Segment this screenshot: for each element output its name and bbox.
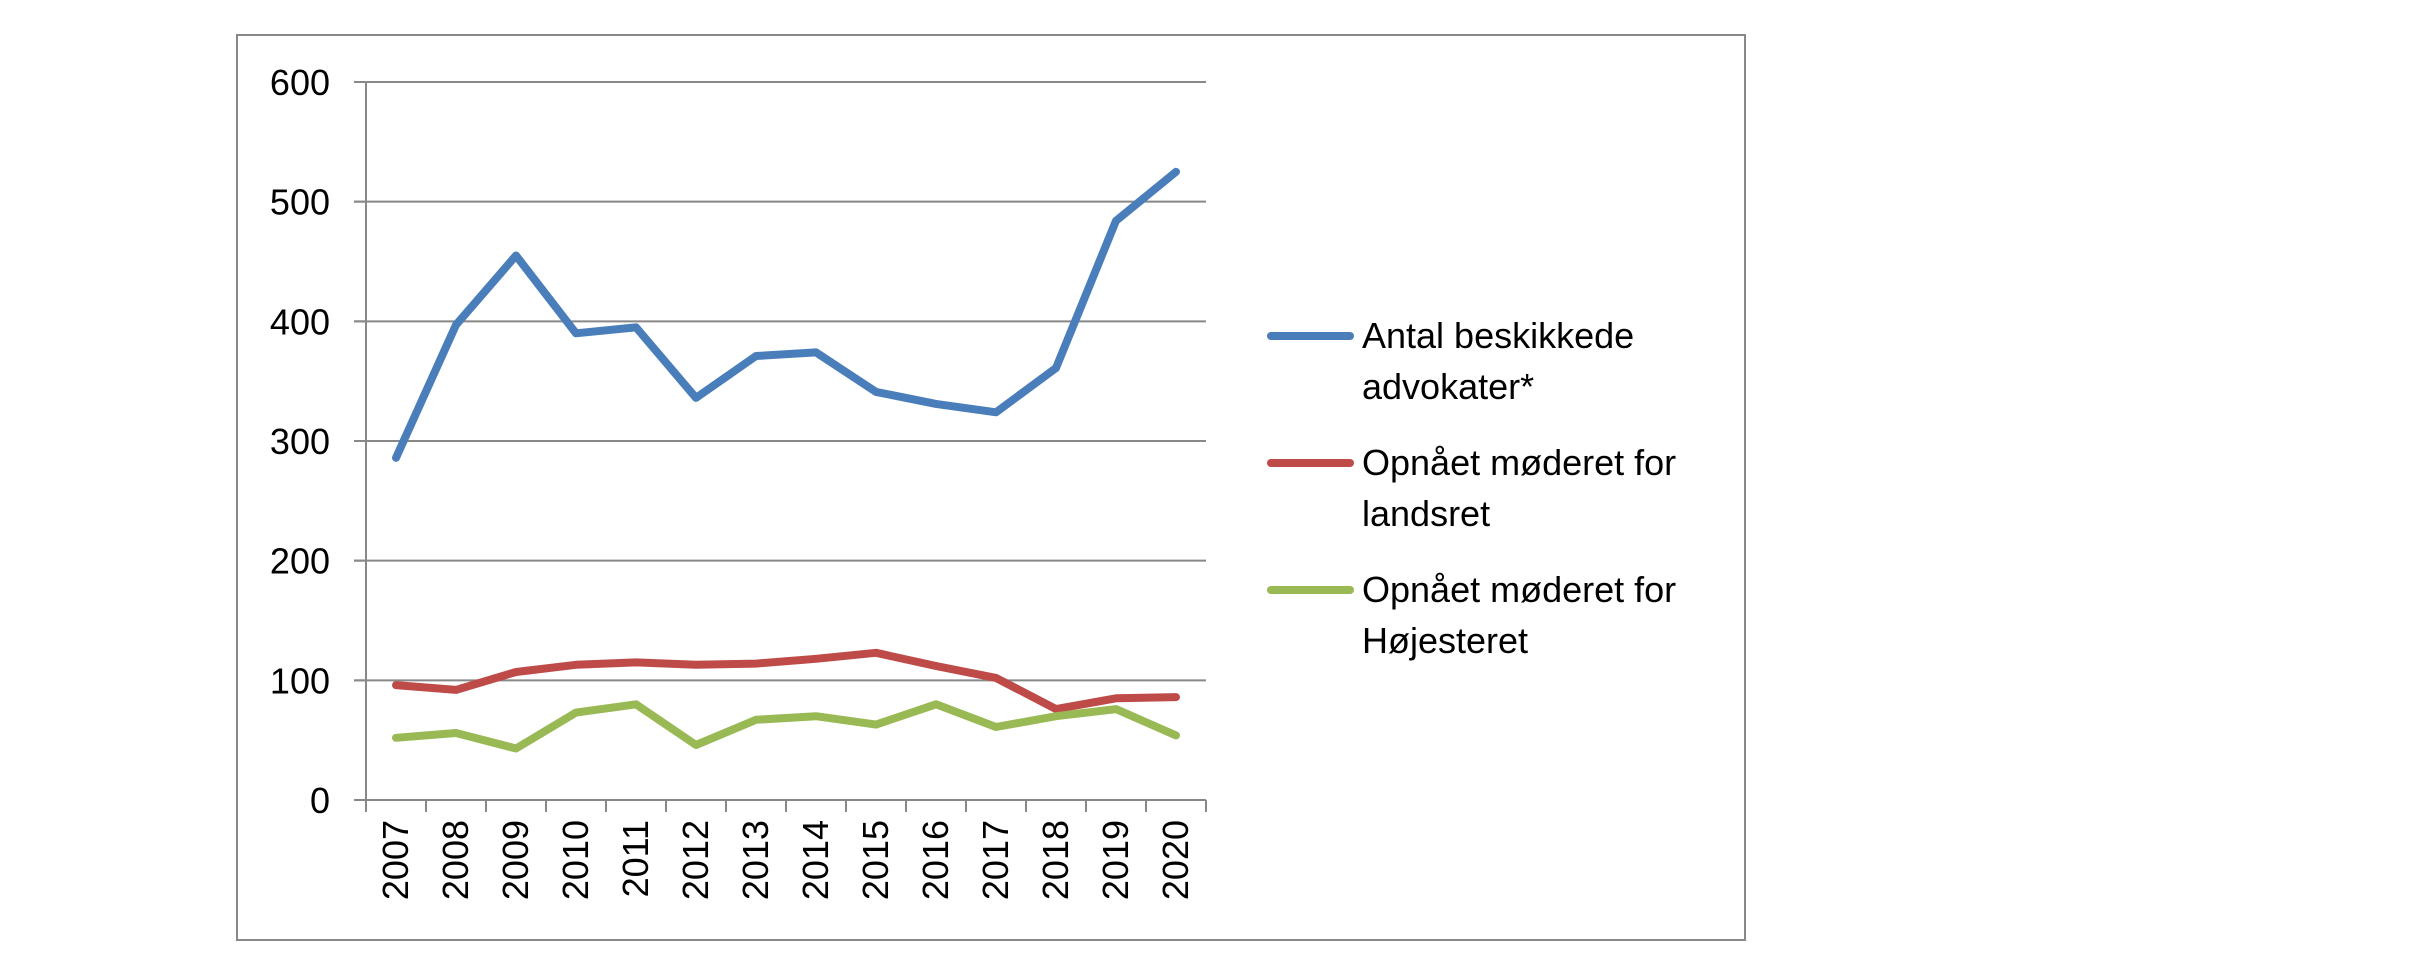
series-line-3 (392, 700, 1180, 753)
legend-label: Antal beskikkede (1362, 315, 1634, 356)
series-line-2 (392, 648, 1180, 714)
y-tick-label: 100 (270, 660, 330, 701)
x-tick-label: 2007 (375, 820, 416, 900)
legend: Antal beskikkede advokater* Opnået møderet… (1267, 315, 1676, 661)
axes (354, 81, 1207, 812)
y-tick-label: 0 (310, 780, 330, 821)
x-tick-label: 2012 (675, 820, 716, 900)
x-tick-label: 2018 (1035, 820, 1076, 900)
y-tick-label: 600 (270, 62, 330, 103)
x-tick-label: 2020 (1155, 820, 1196, 900)
legend-label: advokater* (1362, 366, 1534, 407)
series-line-1 (392, 167, 1180, 462)
y-tick-label: 200 (270, 541, 330, 582)
x-tick-label: 2008 (435, 820, 476, 900)
legend-label: Opnået møderet for (1362, 569, 1676, 610)
gridlines (354, 81, 1206, 682)
legend-label: landsret (1362, 493, 1490, 534)
x-tick-label: 2010 (555, 820, 596, 900)
x-tick-label: 2019 (1095, 820, 1136, 900)
x-tick-label: 2015 (855, 820, 896, 900)
x-tick-label: 2017 (975, 820, 1016, 900)
chart-frame (236, 34, 1746, 941)
y-tick-label: 300 (270, 421, 330, 462)
x-tick-label: 2011 (615, 820, 656, 897)
y-tick-label: 400 (270, 301, 330, 342)
series-lines (392, 167, 1180, 753)
x-tick-labels: 2007 2008 2009 2010 2011 2012 2013 2014 2015 2016… (375, 820, 1196, 900)
x-tick-label: 2014 (795, 820, 836, 900)
x-tick-label: 2013 (735, 820, 776, 900)
legend-label: Opnået møderet for (1362, 442, 1676, 483)
x-tick-label: 2016 (915, 820, 956, 900)
y-tick-labels: 0 100 200 300 400 500 600 (270, 62, 330, 821)
legend-label: Højesteret (1362, 620, 1528, 661)
y-tick-label: 500 (270, 182, 330, 223)
x-tick-label: 2009 (495, 820, 536, 900)
